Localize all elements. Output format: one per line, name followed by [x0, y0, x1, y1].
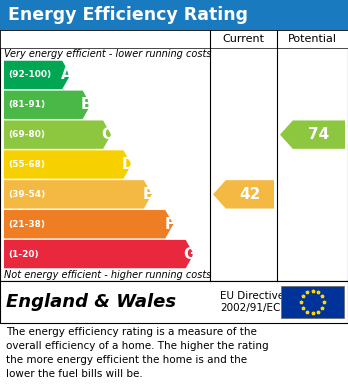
Bar [0, 30, 348, 48]
Bar [0, 323, 348, 391]
Bar [281, 286, 344, 318]
Text: (39-54): (39-54) [8, 190, 45, 199]
Text: B: B [81, 97, 93, 112]
Text: Current: Current [222, 34, 264, 44]
Text: 2002/91/EC: 2002/91/EC [220, 303, 280, 313]
Text: F: F [164, 217, 174, 232]
Bar [0, 0, 348, 30]
Text: A: A [61, 67, 72, 83]
Polygon shape [4, 240, 194, 268]
Text: Not energy efficient - higher running costs: Not energy efficient - higher running co… [4, 270, 211, 280]
Text: EU Directive: EU Directive [220, 291, 284, 301]
Text: 74: 74 [308, 127, 330, 142]
Polygon shape [280, 120, 345, 149]
Text: E: E [143, 187, 153, 202]
Text: (69-80): (69-80) [8, 130, 45, 139]
Polygon shape [4, 61, 70, 89]
Text: Energy Efficiency Rating: Energy Efficiency Rating [8, 6, 248, 24]
Text: C: C [102, 127, 113, 142]
Polygon shape [4, 150, 132, 179]
Text: England & Wales: England & Wales [6, 293, 176, 311]
Polygon shape [213, 180, 274, 208]
Polygon shape [4, 120, 111, 149]
Text: Very energy efficient - lower running costs: Very energy efficient - lower running co… [4, 49, 212, 59]
Text: (92-100): (92-100) [8, 70, 51, 79]
Polygon shape [4, 180, 152, 208]
Text: G: G [183, 247, 196, 262]
Text: 42: 42 [239, 187, 261, 202]
Text: (21-38): (21-38) [8, 220, 45, 229]
Bar [0, 281, 348, 323]
Text: (1-20): (1-20) [8, 249, 39, 258]
Polygon shape [4, 210, 173, 239]
Text: The energy efficiency rating is a measure of the
overall efficiency of a home. T: The energy efficiency rating is a measur… [6, 327, 269, 379]
Polygon shape [4, 91, 91, 119]
Text: Potential: Potential [288, 34, 337, 44]
Text: D: D [121, 157, 134, 172]
Bar [0, 30, 348, 281]
Text: (81-91): (81-91) [8, 100, 45, 109]
Text: (55-68): (55-68) [8, 160, 45, 169]
